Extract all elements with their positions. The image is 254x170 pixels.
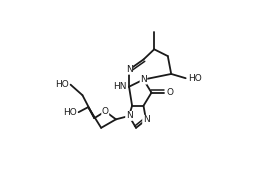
Text: HO: HO (63, 108, 77, 117)
Text: O: O (102, 107, 109, 116)
Text: HN: HN (114, 82, 127, 91)
Text: HO: HO (188, 74, 201, 83)
Text: N: N (143, 115, 149, 124)
Text: N: N (140, 75, 147, 84)
Text: N: N (126, 112, 132, 120)
Text: HO: HO (55, 80, 69, 89)
Text: O: O (166, 88, 173, 97)
Text: N: N (126, 65, 132, 74)
